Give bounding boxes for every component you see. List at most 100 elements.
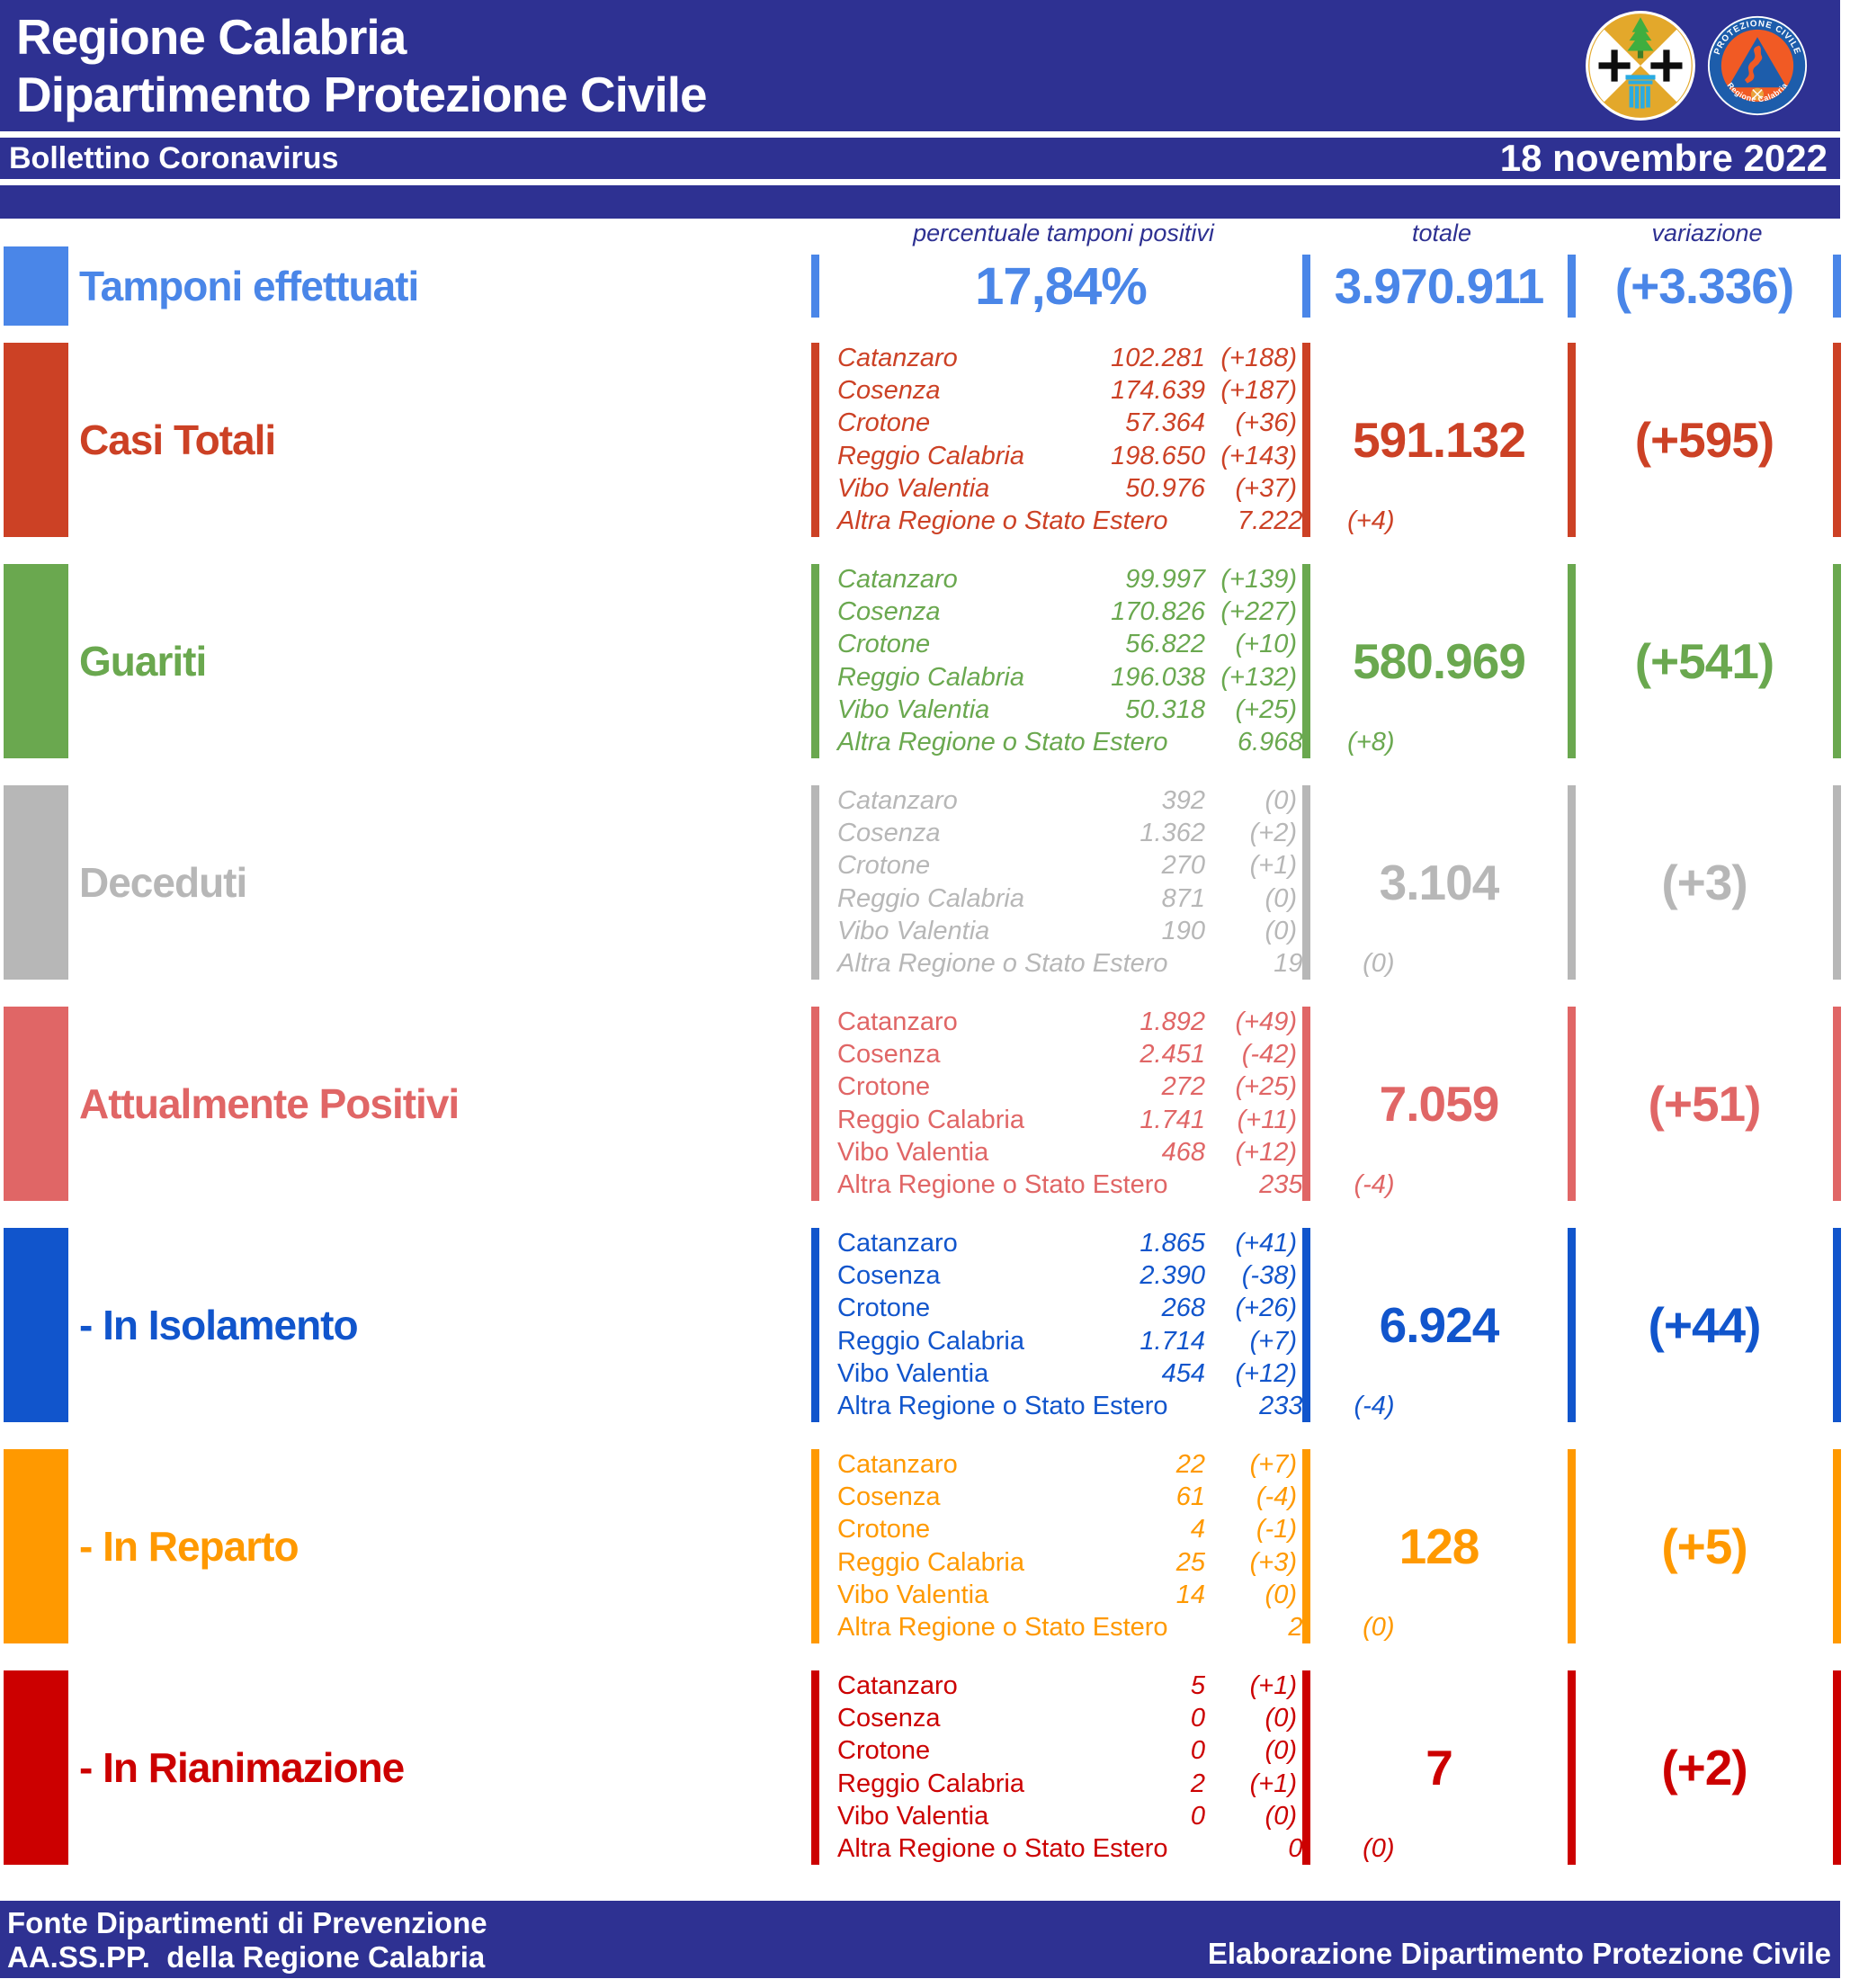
province-row: Catanzaro 22 (+7) (837, 1449, 1297, 1480)
section-detail-cell: Catanzaro 1.892 (+49) Cosenza 2.451 (-42) Crot… (819, 1007, 1395, 1201)
province-breakdown: Catanzaro 392 (0) Cosenza 1.362 (+2) Crotone 27… (819, 785, 1395, 980)
footer-source: Fonte Dipartimenti di Prevenzione AA.SS.… (0, 1901, 487, 1978)
positive-swab-percentage: 17,84% (975, 256, 1148, 316)
province-name: Cosenza (837, 375, 941, 405)
province-name: Catanzaro (837, 564, 958, 594)
province-value: 2.390 (1140, 1260, 1205, 1290)
section-label: - In Rianimazione (79, 1744, 405, 1791)
footer-source-line2: AA.SS.PP. della Regione Calabria (7, 1940, 486, 1974)
section-label: Deceduti (79, 859, 247, 906)
province-row: Vibo Valentia 454 (+12) (837, 1359, 1297, 1390)
province-value: 196.038 (1111, 662, 1205, 692)
separator-bar (1302, 343, 1310, 537)
section-detail-cell: Catanzaro 5 (+1) Cosenza 0 (0) Crotone 0 (0) Regg… (819, 1670, 1395, 1865)
section-color-block (4, 785, 68, 980)
province-name: Cosenza (837, 596, 941, 626)
province-value: 1.362 (1140, 818, 1205, 847)
separator-bar (811, 343, 819, 537)
province-name: Reggio Calabria (837, 1769, 1024, 1798)
section-color-block (4, 1670, 68, 1865)
section-tamponi-effettuati: Tamponi effettuati 17,84% 3.970.911 (+3.… (0, 243, 1841, 329)
separator-bar (811, 1228, 819, 1422)
province-value: 0 (1190, 1703, 1205, 1733)
province-name: Crotone (837, 1072, 931, 1102)
section-total-cell: 7 (1310, 1670, 1568, 1865)
province-name: Catanzaro (837, 343, 958, 372)
section-total-cell: 3.970.911 (1310, 257, 1568, 315)
province-name: Vibo Valentia (837, 695, 990, 725)
section-variation: (+595) (1634, 412, 1775, 468)
province-row: Altra Regione o Stato Estero 233 (-4) (837, 1392, 1395, 1422)
province-value: 19 (1274, 949, 1303, 979)
section-variation-cell: (+3) (1576, 785, 1833, 980)
province-row: Reggio Calabria 196.038 (+132) (837, 662, 1297, 693)
province-row: Altra Regione o Stato Estero 2 (0) (837, 1613, 1395, 1643)
province-row: Crotone 0 (0) (837, 1736, 1297, 1767)
section-detail-cell: Catanzaro 392 (0) Cosenza 1.362 (+2) Crotone 27… (819, 785, 1395, 980)
province-value: 235 (1259, 1170, 1303, 1200)
column-headers: percentuale tamponi positivi totale vari… (0, 219, 1859, 246)
section-color-block (4, 1007, 68, 1201)
province-value: 0 (1190, 1802, 1205, 1831)
province-value: 1.741 (1140, 1105, 1205, 1134)
column-header-percent: percentuale tamponi positivi (913, 219, 1214, 246)
section-label: Guariti (79, 638, 207, 685)
section-in-isolamento: - In Isolamento Catanzaro 1.865 (+41) Cosen… (0, 1214, 1841, 1436)
province-change: (+1) (1249, 851, 1297, 881)
section-label: Tamponi effettuati (79, 263, 419, 309)
province-change: (+139) (1220, 564, 1297, 594)
section-variation: (+2) (1661, 1740, 1747, 1795)
province-name: Catanzaro (837, 1228, 958, 1258)
province-value: 468 (1161, 1138, 1205, 1168)
section-variation-cell: (+51) (1576, 1007, 1833, 1201)
province-change: (+10) (1235, 630, 1297, 659)
bulletin-date: 18 novembre 2022 (1499, 137, 1828, 179)
section-label-cell: Deceduti (68, 785, 811, 980)
province-row: Altra Regione o Stato Estero 0 (0) (837, 1834, 1395, 1865)
province-row: Crotone 57.364 (+36) (837, 408, 1297, 439)
province-value: 871 (1161, 883, 1205, 913)
separator-bar (1568, 1228, 1576, 1422)
separator-bar (1302, 785, 1310, 980)
province-value: 6.968 (1237, 728, 1303, 757)
province-value: 454 (1161, 1359, 1205, 1389)
section-total: 580.969 (1353, 633, 1526, 689)
province-breakdown: Catanzaro 5 (+1) Cosenza 0 (0) Crotone 0 (0) Regg… (819, 1670, 1395, 1865)
regione-calabria-crest-icon (1586, 11, 1695, 121)
province-row: Cosenza 2.390 (-38) (837, 1260, 1297, 1291)
province-value: 4 (1190, 1515, 1205, 1545)
section-variation: (+5) (1661, 1518, 1747, 1574)
section-variation: (+3.336) (1614, 258, 1794, 314)
section-total: 6.924 (1379, 1297, 1500, 1353)
province-row: Reggio Calabria 1.714 (+7) (837, 1326, 1297, 1357)
province-value: 198.650 (1111, 441, 1205, 470)
province-change: (0) (1265, 1703, 1297, 1733)
separator-bar (1568, 1007, 1576, 1201)
province-name: Altra Regione o Stato Estero (837, 728, 1168, 757)
title-line-1: Regione Calabria (16, 9, 407, 65)
separator-bar (1568, 1449, 1576, 1643)
section-variation-cell: (+5) (1576, 1449, 1833, 1643)
separator-bar (1833, 564, 1841, 758)
separator-bar (811, 1670, 819, 1865)
province-row: Altra Regione o Stato Estero 6.968 (+8) (837, 728, 1395, 758)
province-change: (0) (1265, 1736, 1297, 1766)
province-row: Reggio Calabria 2 (+1) (837, 1769, 1297, 1799)
province-value: 1.865 (1140, 1228, 1205, 1258)
section-variation-cell: (+595) (1576, 343, 1833, 537)
province-change: (+4) (1347, 506, 1395, 536)
section-detail-cell: Catanzaro 99.997 (+139) Cosenza 170.826 (+227… (819, 564, 1395, 758)
province-name: Crotone (837, 630, 931, 659)
province-change: (+41) (1235, 1228, 1297, 1258)
province-change: (+12) (1235, 1138, 1297, 1168)
province-row: Catanzaro 392 (0) (837, 785, 1297, 816)
section-casi-totali: Casi Totali Catanzaro 102.281 (+188) Cosenz… (0, 329, 1841, 551)
section-label: - In Isolamento (79, 1302, 359, 1348)
province-value: 233 (1259, 1392, 1303, 1421)
province-row: Altra Regione o Stato Estero 7.222 (+4) (837, 506, 1395, 537)
province-change: (0) (1265, 883, 1297, 913)
province-change: (-38) (1241, 1260, 1297, 1290)
province-row: Crotone 270 (+1) (837, 851, 1297, 882)
section-color-block (4, 1228, 68, 1422)
province-row: Reggio Calabria 198.650 (+143) (837, 441, 1297, 471)
